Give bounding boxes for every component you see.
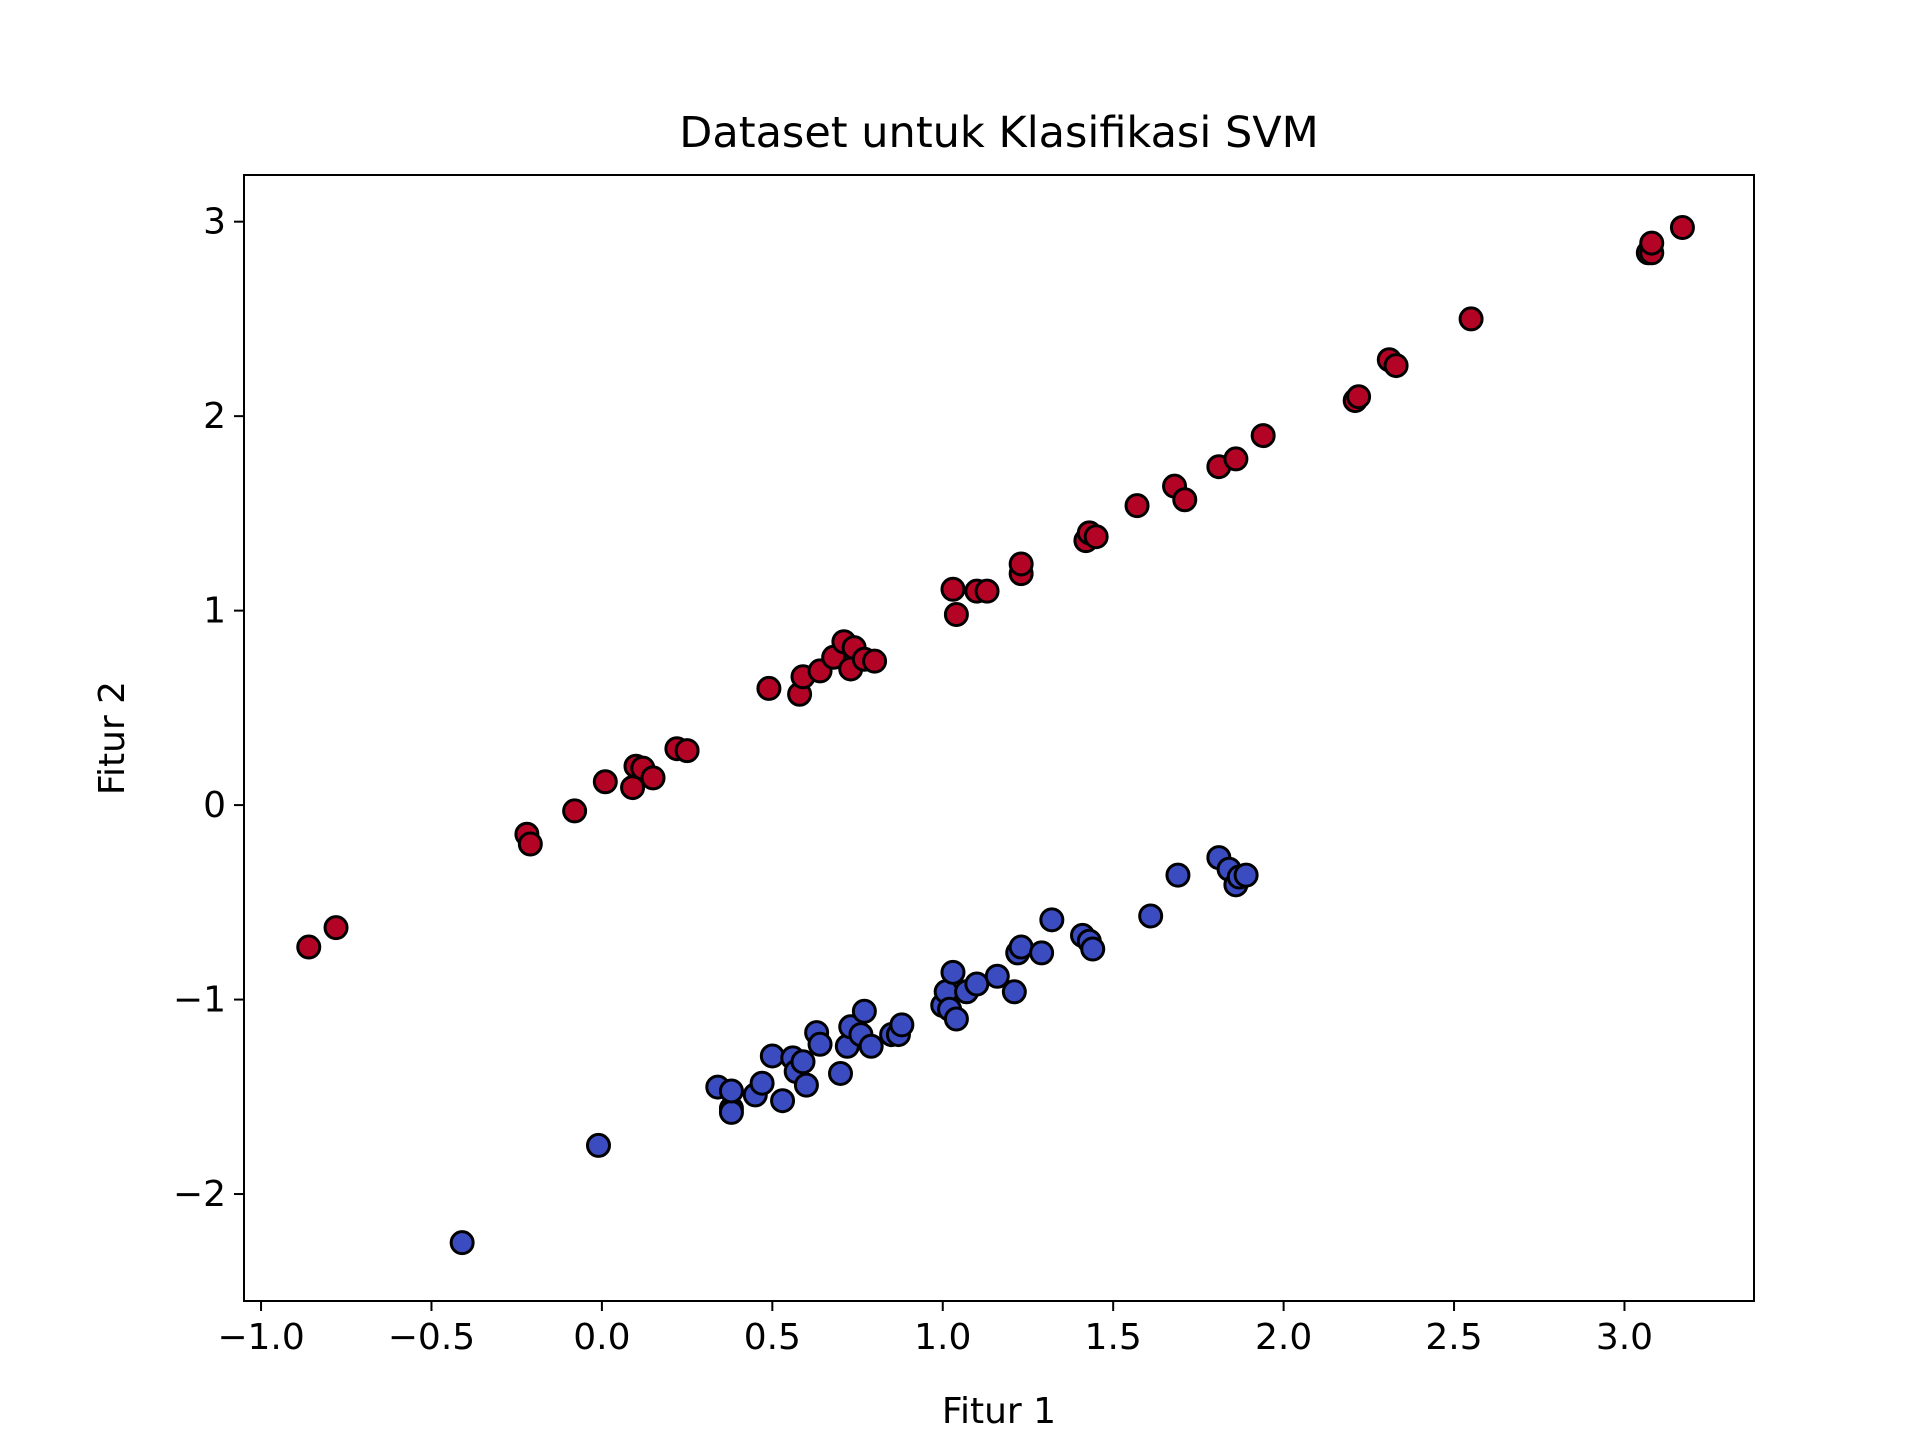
x-tick-label: 0.5: [744, 1317, 801, 1358]
data-point-class-blue: [749, 1070, 775, 1096]
data-point-class-blue: [858, 1033, 884, 1059]
data-point-class-red: [1250, 423, 1276, 449]
data-point-class-red: [1083, 524, 1109, 550]
y-tick-label: 1: [203, 591, 226, 632]
data-point-class-red: [940, 576, 966, 602]
x-tick-label: −1.0: [217, 1317, 304, 1358]
data-point-class-red: [517, 831, 543, 857]
data-point-class-red: [943, 602, 969, 628]
x-axis-label: Fitur 1: [942, 1391, 1056, 1432]
y-tick-label: −2: [173, 1174, 226, 1215]
data-point-class-red: [1008, 551, 1034, 577]
y-tick-label: 2: [203, 396, 226, 437]
data-point-class-red: [1172, 487, 1198, 513]
data-point-class-blue: [1080, 936, 1106, 962]
data-point-class-red: [1383, 353, 1409, 379]
data-point-class-blue: [718, 1099, 744, 1125]
data-point-class-red: [974, 578, 1000, 604]
data-point-class-red: [1124, 493, 1150, 519]
data-point-class-blue: [790, 1049, 816, 1075]
data-point-class-red: [592, 769, 618, 795]
data-point-class-blue: [449, 1230, 475, 1256]
data-point-class-blue: [828, 1060, 854, 1086]
data-point-class-blue: [851, 998, 877, 1024]
data-point-class-blue: [759, 1043, 785, 1069]
axis-ticks: −1.0 −0.5 0.0 0.5 1.0 1.5 2.0 2.5 3.0 −2 −1 0 1 2 3: [173, 202, 1653, 1358]
x-tick-label: 2.5: [1425, 1317, 1482, 1358]
data-point-class-blue: [1008, 934, 1034, 960]
x-tick-label: 0.0: [573, 1317, 630, 1358]
data-point-class-red: [562, 798, 588, 824]
data-point-class-blue: [807, 1031, 833, 1057]
y-axis-label: Fitur 2: [92, 681, 133, 795]
data-point-class-red: [323, 915, 349, 941]
data-point-class-red: [1639, 230, 1665, 256]
data-point-class-blue: [1165, 862, 1191, 888]
y-tick-label: 3: [203, 202, 226, 243]
data-point-class-blue: [793, 1072, 819, 1098]
data-point-class-red: [296, 934, 322, 960]
x-tick-label: 1.0: [914, 1317, 971, 1358]
data-point-class-blue: [770, 1088, 796, 1114]
y-tick-label: 0: [203, 785, 226, 826]
data-point-class-red: [756, 675, 782, 701]
x-tick-label: 2.0: [1255, 1317, 1312, 1358]
data-point-class-blue: [964, 971, 990, 997]
data-point-class-red: [1346, 384, 1372, 410]
data-point-class-blue: [1138, 903, 1164, 929]
chart-title: Dataset untuk Klasifikasi SVM: [679, 108, 1319, 158]
plot-frame: [243, 174, 1755, 1302]
x-tick-label: −0.5: [388, 1317, 475, 1358]
data-point-class-red: [1223, 446, 1249, 472]
x-tick-label: 1.5: [1085, 1317, 1142, 1358]
data-point-class-red: [1669, 215, 1695, 241]
data-point-class-red: [862, 648, 888, 674]
data-point-class-blue: [889, 1012, 915, 1038]
data-point-class-red: [1458, 306, 1484, 332]
data-point-class-blue: [1001, 979, 1027, 1005]
data-points: [296, 215, 1695, 1256]
data-point-class-blue: [943, 1006, 969, 1032]
data-point-class-red: [674, 738, 700, 764]
data-point-class-blue: [940, 959, 966, 985]
data-point-class-blue: [718, 1078, 744, 1104]
data-point-class-blue: [1029, 940, 1055, 966]
data-point-class-red: [640, 765, 666, 791]
data-point-class-blue: [984, 963, 1010, 989]
data-point-class-blue: [585, 1132, 611, 1158]
data-point-class-blue: [1039, 907, 1065, 933]
y-tick-label: −1: [173, 980, 226, 1021]
data-point-class-blue: [1233, 862, 1259, 888]
x-tick-label: 3.0: [1596, 1317, 1653, 1358]
